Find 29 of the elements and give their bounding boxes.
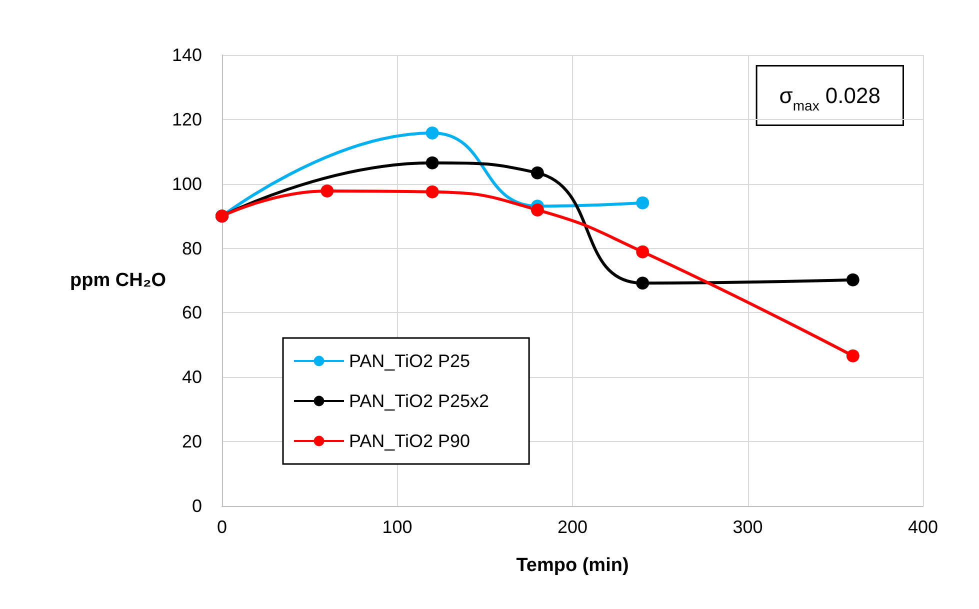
point — [636, 196, 650, 210]
x-axis-title: Tempo (min) — [516, 555, 629, 576]
point — [320, 184, 334, 198]
point — [846, 273, 860, 286]
y-axis-title: ppm CH₂O — [70, 270, 166, 291]
y-tick-label: 0 — [192, 496, 202, 516]
y-tick-label: 120 — [172, 109, 202, 130]
point — [636, 276, 650, 290]
x-tick-label: 200 — [557, 517, 588, 537]
point — [426, 156, 439, 170]
y-tick-label: 60 — [182, 302, 202, 323]
y-tick-label: 140 — [172, 45, 202, 65]
point — [846, 349, 860, 362]
legend-label: PAN_TiO2 P90 — [349, 431, 470, 451]
legend-label: PAN_TiO2 P25x2 — [349, 391, 490, 411]
point — [530, 166, 544, 180]
x-tick-label: 400 — [908, 517, 938, 537]
point — [636, 245, 650, 258]
legend-label: PAN_TiO2 P25 — [349, 351, 470, 371]
point — [426, 185, 439, 198]
point — [530, 203, 544, 216]
point — [426, 126, 439, 140]
x-tick-label: 100 — [382, 517, 412, 537]
y-tick-label: 80 — [182, 238, 202, 258]
y-tick-label: 40 — [182, 367, 202, 388]
y-tick-label: 100 — [172, 174, 202, 194]
y-tick-label: 20 — [182, 432, 202, 452]
x-tick-label: 300 — [732, 517, 763, 537]
x-tick-label: 0 — [216, 517, 228, 537]
